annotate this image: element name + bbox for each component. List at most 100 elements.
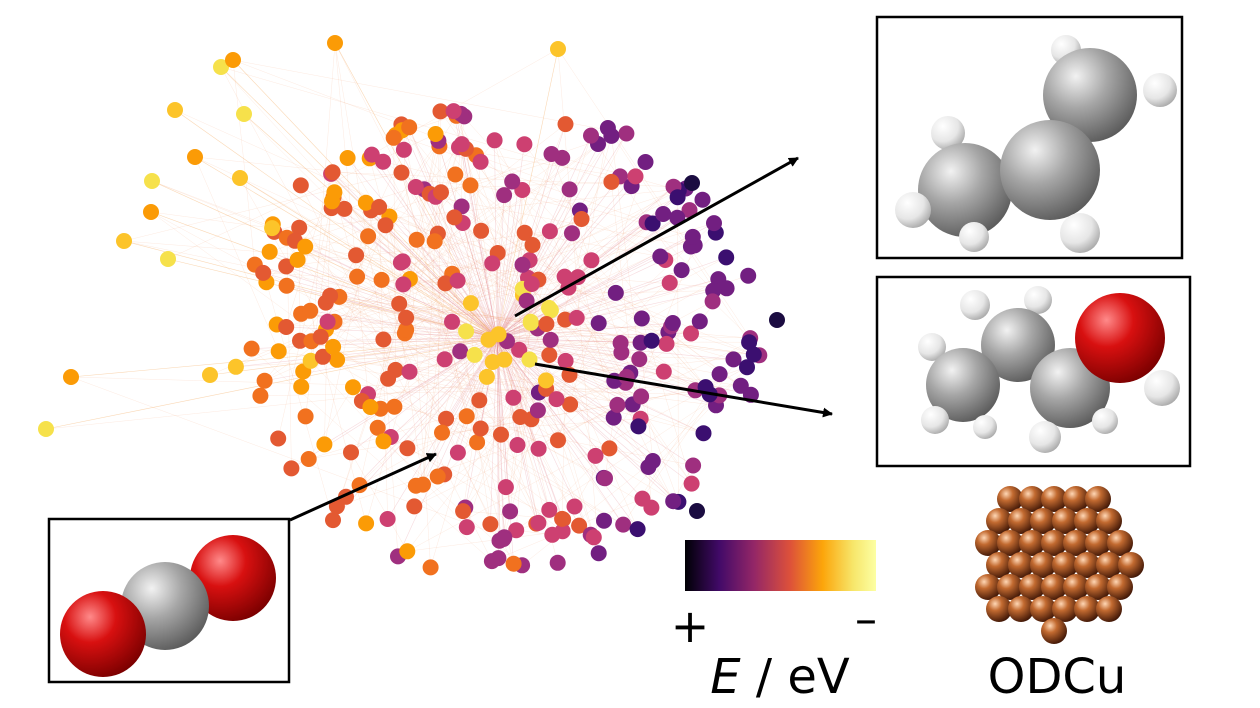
network-node (683, 475, 700, 492)
network-node (362, 399, 379, 415)
network-edge (401, 172, 498, 339)
network-node (566, 498, 583, 515)
network-edge (209, 337, 498, 376)
network-edge (446, 416, 521, 419)
network-edge (408, 127, 498, 339)
network-edge (174, 109, 669, 333)
network-node (514, 256, 531, 273)
network-edge (498, 135, 612, 559)
network-node (363, 146, 380, 163)
copper-atom (1107, 574, 1133, 600)
network-edge (150, 211, 273, 229)
network-edge (496, 337, 643, 499)
network-node (633, 388, 650, 405)
network-node (278, 319, 295, 335)
network-node (345, 379, 361, 396)
copper-atom (1030, 552, 1056, 578)
network-edge (496, 161, 646, 339)
network-node (609, 396, 626, 413)
network-node (652, 248, 669, 265)
arrow-to-propene (514, 156, 799, 318)
network-node (478, 368, 495, 385)
network-edge (243, 113, 333, 202)
network-node (398, 309, 415, 326)
molecule-box-co2 (47, 517, 291, 684)
network-node (270, 343, 287, 360)
network-node (655, 206, 672, 222)
network-edge (642, 342, 750, 499)
network-node (458, 408, 475, 425)
network-node (453, 136, 470, 153)
copper-atom (1063, 530, 1089, 556)
network-node (398, 321, 415, 338)
network-edge (465, 419, 532, 508)
network-node (324, 164, 341, 181)
network-edge (496, 333, 692, 339)
network-node (538, 372, 554, 389)
network-node (618, 125, 635, 142)
network-edge (220, 66, 632, 187)
network-node (597, 470, 613, 487)
network-edge (382, 161, 580, 526)
network-edge (299, 188, 686, 228)
copper-atom (1041, 530, 1067, 556)
network-node (360, 228, 377, 245)
network-edge (70, 376, 505, 538)
network-edge (435, 157, 563, 198)
network-node (373, 271, 390, 288)
network-edge (590, 135, 682, 271)
network-edge (445, 337, 498, 419)
network-edge (496, 232, 525, 339)
network-node (689, 503, 705, 519)
network-node (339, 150, 356, 166)
network-edge (461, 206, 532, 420)
network-node (434, 424, 450, 441)
network-edge (385, 225, 424, 485)
network-edge (462, 222, 498, 339)
network-node (583, 127, 599, 144)
network-node (167, 102, 183, 118)
network-edge (367, 235, 498, 339)
network-edge (677, 197, 679, 502)
copper-atom (1085, 574, 1111, 600)
network-node (433, 184, 449, 201)
copper-atom (997, 530, 1023, 556)
network-node (343, 444, 359, 461)
network-edge (546, 323, 626, 383)
network-edge (401, 130, 467, 417)
network-node (509, 437, 526, 453)
network-edge (334, 42, 369, 395)
network-node (449, 444, 466, 461)
network-node (379, 511, 396, 527)
copper-atom (1019, 486, 1045, 512)
network-edge (494, 140, 498, 339)
network-node (358, 515, 375, 532)
copper-atom (1085, 486, 1111, 512)
network-edge (460, 113, 478, 443)
network-node (630, 418, 647, 435)
energy-colorbar: + – E / eV (671, 540, 877, 705)
copper-atom (1008, 552, 1034, 578)
network-edge (167, 133, 436, 260)
copper-atom (975, 574, 1001, 600)
network-edge (496, 135, 592, 339)
network-node (530, 514, 547, 531)
network-edge (455, 174, 741, 386)
network-node (202, 367, 218, 383)
copper-atom (1052, 596, 1078, 622)
network-node (694, 191, 711, 208)
network-edge (403, 149, 431, 568)
network-edge (440, 192, 491, 525)
network-node (583, 252, 600, 269)
reaction-network-graph (38, 35, 785, 576)
network-node (538, 316, 555, 332)
network-edge (492, 263, 550, 510)
network-node (292, 177, 309, 194)
network-edge (409, 189, 523, 280)
network-node (516, 224, 533, 241)
network-edge (70, 376, 720, 396)
network-node (633, 310, 650, 327)
network-node (493, 426, 509, 443)
network-edge (305, 246, 498, 339)
colorbar-axis-unit: / eV (741, 649, 850, 705)
